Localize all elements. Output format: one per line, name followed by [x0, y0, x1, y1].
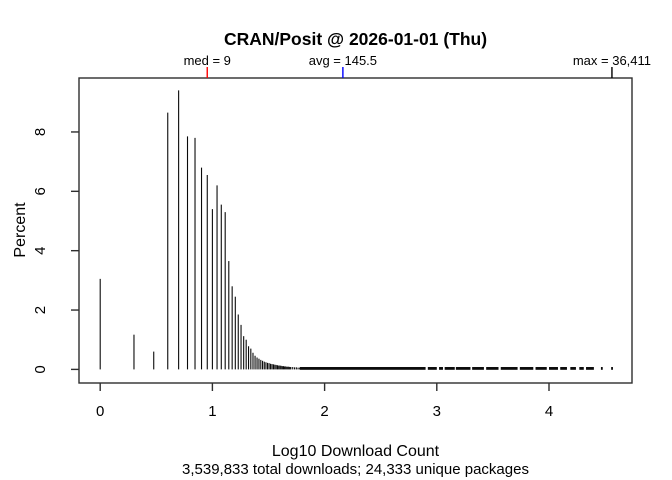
tail-run — [560, 367, 567, 370]
tail-run — [439, 367, 443, 370]
x-axis-title: Log10 Download Count — [272, 443, 440, 460]
max-annotation-label: max = 36,411 — [573, 53, 651, 68]
average-annotation-label: avg = 145.5 — [309, 53, 377, 68]
tail-run — [472, 367, 484, 370]
tail-run — [444, 367, 455, 370]
tail-point — [611, 367, 613, 370]
x-tick-label: 2 — [320, 403, 328, 420]
y-tick-label: 8 — [32, 128, 49, 136]
plot-title: CRAN/Posit @ 2026-01-01 (Thu) — [224, 29, 487, 49]
tail-run — [549, 367, 558, 370]
tail-run — [299, 367, 426, 370]
plot-marks: 0 1 2 3 4 0 2 4 6 8 — [32, 67, 633, 420]
x-tick-label: 1 — [208, 403, 216, 420]
plot-box — [78, 77, 633, 384]
tail-point — [600, 367, 603, 370]
tail-run — [519, 367, 534, 370]
tail-run — [486, 367, 499, 370]
tail-run — [535, 367, 547, 370]
y-axis-title: Percent — [12, 202, 29, 258]
x-tick-label: 4 — [545, 403, 553, 420]
tail-run — [500, 367, 518, 370]
tail-run — [570, 367, 576, 370]
totals-footer: 3,539,833 total downloads; 24,333 unique… — [182, 461, 529, 478]
y-tick-label: 4 — [32, 247, 49, 255]
tail-run — [579, 367, 584, 370]
median-annotation-label: med = 9 — [184, 53, 231, 68]
x-tick-label: 3 — [433, 403, 441, 420]
y-tick-label: 0 — [32, 365, 49, 373]
tail-run — [586, 367, 594, 370]
y-tick-label: 2 — [32, 306, 49, 314]
x-tick-label: 0 — [96, 403, 104, 420]
tail-run — [455, 367, 471, 370]
y-tick-label: 6 — [32, 187, 49, 195]
tail-run — [427, 367, 437, 370]
